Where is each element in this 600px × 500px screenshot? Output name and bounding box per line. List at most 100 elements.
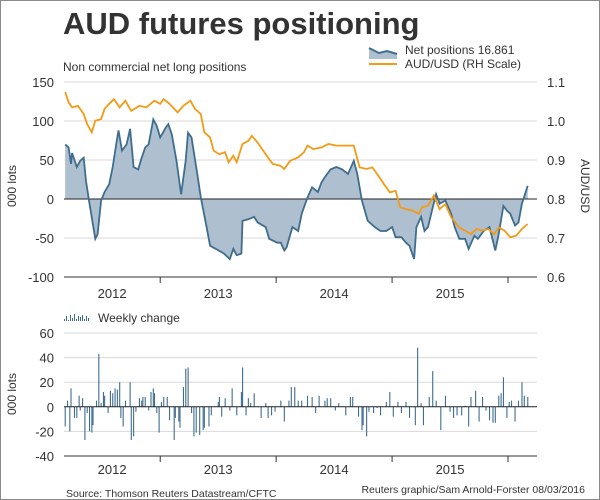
weekly-change-bar bbox=[195, 406, 197, 433]
weekly-change-bar bbox=[78, 395, 80, 407]
weekly-change-bar bbox=[109, 390, 111, 407]
weekly-change-bar bbox=[112, 393, 114, 407]
weekly-change-bar bbox=[70, 388, 72, 407]
y2-tick-label: 1.1 bbox=[547, 75, 565, 90]
weekly-change-bar bbox=[478, 406, 480, 422]
weekly-change-bar bbox=[338, 403, 340, 407]
weekly-change-bar bbox=[64, 406, 66, 427]
legend-net-positions-swatch bbox=[369, 48, 397, 59]
weekly-change-bar bbox=[379, 406, 382, 416]
weekly-change-bar bbox=[357, 406, 360, 417]
weekly-change-bar bbox=[311, 396, 313, 407]
weekly-change-bar bbox=[76, 406, 78, 418]
legend-bar-glyph bbox=[76, 319, 77, 321]
legend-weekly-change-swatch bbox=[64, 314, 89, 321]
chart-subtitle: Non commercial net long positions bbox=[63, 60, 246, 74]
weekly-change-bar bbox=[324, 400, 326, 407]
weekly-change-bar bbox=[122, 406, 124, 427]
y2-tick-label: 0.7 bbox=[547, 231, 565, 246]
weekly-change-bar bbox=[102, 392, 105, 407]
weekly-change-bar bbox=[210, 406, 212, 416]
weekly-change-bar bbox=[470, 396, 472, 407]
weekly-change-bar bbox=[290, 387, 292, 407]
weekly-change-bar bbox=[456, 406, 458, 416]
bottom-gridlines bbox=[64, 332, 537, 432]
weekly-change-bar bbox=[141, 400, 143, 407]
weekly-change-bar bbox=[73, 406, 76, 418]
weekly-change-bar bbox=[420, 403, 422, 407]
x-tick-label: 2013 bbox=[204, 286, 233, 301]
weekly-change-bar bbox=[482, 396, 484, 407]
credit-note: Reuters graphic/Sam Arnold-Forster 08/03… bbox=[361, 484, 585, 496]
legend-bar-glyph bbox=[80, 317, 81, 321]
weekly-change-bar bbox=[199, 406, 201, 436]
weekly-change-bar bbox=[158, 406, 160, 433]
weekly-change-bar bbox=[187, 367, 189, 407]
weekly-change-bar bbox=[124, 400, 127, 407]
weekly-change-bar bbox=[135, 406, 137, 412]
weekly-change-bar bbox=[178, 406, 180, 422]
weekly-change-bar bbox=[389, 392, 391, 407]
legend-bar-glyph bbox=[78, 316, 79, 321]
x-tick-label: 2014 bbox=[320, 462, 349, 477]
weekly-change-bar bbox=[160, 401, 162, 407]
legend-bar-glyph bbox=[74, 314, 75, 321]
weekly-change-bar bbox=[69, 406, 71, 432]
weekly-change-bar bbox=[464, 405, 466, 407]
weekly-change-bar bbox=[100, 403, 102, 407]
weekly-change-bar bbox=[517, 400, 520, 407]
legend-bar-glyph bbox=[68, 320, 69, 321]
weekly-change-bar bbox=[280, 400, 282, 407]
weekly-change-bar bbox=[193, 406, 195, 437]
weekly-change-bar bbox=[475, 390, 477, 407]
x-tick-label: 2015 bbox=[436, 462, 465, 477]
legend-bar-glyph bbox=[64, 319, 65, 321]
weekly-change-bar bbox=[510, 400, 513, 407]
x-tick-label: 2012 bbox=[98, 462, 127, 477]
top-legend: Net positions 16.861 AUD/USD (RH Scale) bbox=[368, 43, 521, 71]
weekly-change-bar bbox=[432, 371, 434, 407]
weekly-change-bar bbox=[152, 388, 154, 407]
weekly-change-bar bbox=[245, 406, 247, 416]
weekly-change-bar bbox=[498, 395, 500, 407]
top-y-axis-label: 000 lots bbox=[5, 165, 19, 207]
legend-net-positions-label: Net positions 16.861 bbox=[405, 43, 515, 57]
weekly-change-bar bbox=[500, 393, 502, 407]
weekly-change-bar bbox=[217, 401, 219, 407]
x-tick-label: 2013 bbox=[204, 462, 233, 477]
weekly-change-bar bbox=[119, 382, 121, 407]
legend-bar-glyph bbox=[82, 315, 83, 321]
weekly-change-bar bbox=[253, 393, 255, 407]
weekly-change-bar bbox=[174, 406, 176, 418]
weekly-change-bar bbox=[376, 406, 378, 409]
weekly-change-bar bbox=[250, 403, 252, 407]
weekly-change-bar bbox=[153, 393, 156, 407]
weekly-change-bar bbox=[368, 406, 370, 412]
weekly-change-bar bbox=[330, 398, 332, 407]
net-positions-area bbox=[65, 119, 528, 260]
weekly-change-bar bbox=[229, 406, 231, 411]
weekly-change-bar bbox=[224, 398, 226, 407]
y-tick-label: 50 bbox=[40, 153, 54, 168]
weekly-change-bar bbox=[334, 406, 336, 411]
weekly-change-bars bbox=[64, 347, 529, 441]
weekly-change-bar bbox=[506, 406, 508, 418]
y-tick-label: 20 bbox=[40, 375, 54, 390]
weekly-change-bar bbox=[494, 406, 496, 423]
aud-usd-line bbox=[64, 91, 529, 239]
weekly-change-bar bbox=[203, 406, 205, 428]
y2-tick-label: 0.6 bbox=[547, 270, 565, 285]
weekly-change-bar bbox=[521, 382, 523, 407]
weekly-change-bar bbox=[408, 406, 411, 418]
weekly-change-bar bbox=[453, 406, 455, 418]
weekly-change-bar bbox=[208, 406, 210, 427]
y-tick-label: -40 bbox=[35, 449, 54, 464]
weekly-change-bar bbox=[116, 389, 118, 407]
weekly-change-bar bbox=[397, 401, 399, 407]
source-note: Source: Thomson Reuters Datastream/CFTC bbox=[66, 488, 277, 500]
weekly-change-bar bbox=[148, 406, 150, 411]
legend-bar-glyph bbox=[84, 319, 85, 321]
weekly-change-bar bbox=[66, 400, 69, 407]
weekly-change-bar bbox=[428, 396, 430, 407]
